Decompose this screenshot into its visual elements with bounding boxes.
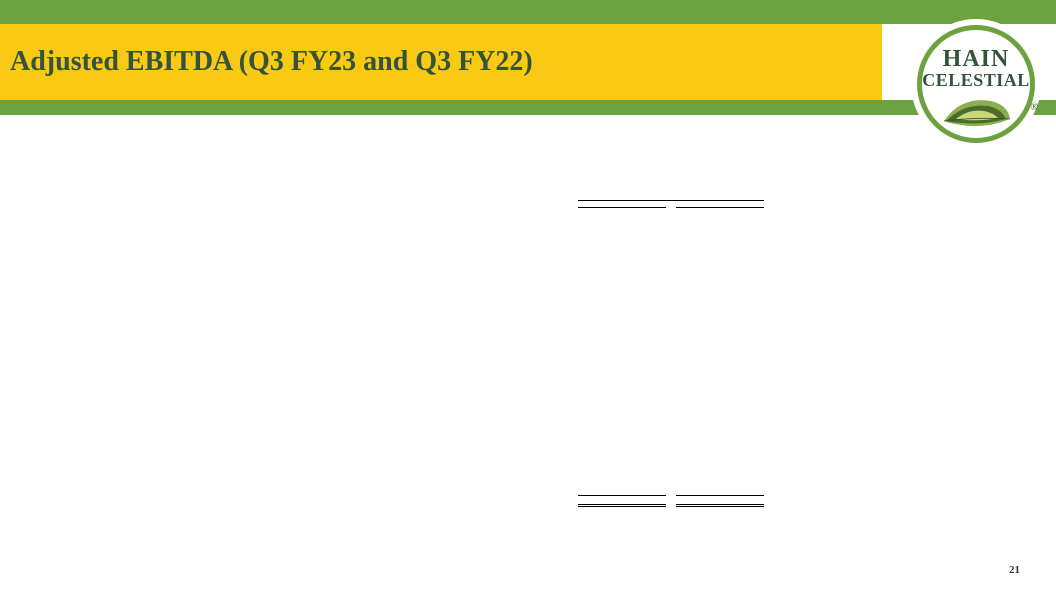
rule-line-double: [676, 504, 764, 507]
page-number: 21: [1009, 564, 1020, 576]
rule-row: [578, 207, 766, 208]
rule-line: [676, 207, 764, 208]
rule-row: [578, 495, 766, 496]
page-title: Adjusted EBITDA (Q3 FY23 and Q3 FY22): [10, 46, 533, 78]
logo-line1: HAIN: [911, 47, 1041, 71]
rule-line: [578, 495, 666, 496]
logo-text: HAIN CELESTIAL: [911, 47, 1041, 89]
table-header-rules-top: [578, 200, 766, 212]
rule-row-double: [578, 504, 766, 507]
leaf-icon: [936, 91, 1016, 131]
logo-background: HAIN CELESTIAL ®: [911, 19, 1041, 149]
rule-row: [578, 200, 766, 201]
rule-line: [578, 200, 764, 201]
rule-line: [676, 495, 764, 496]
table-footer-rules-bottom: [578, 495, 766, 511]
registered-mark: ®: [1030, 102, 1038, 113]
logo-line2: CELESTIAL: [911, 71, 1041, 89]
under-green-bar: [0, 100, 1056, 115]
rule-line-double: [578, 504, 666, 507]
company-logo: HAIN CELESTIAL ®: [911, 19, 1041, 149]
rule-line: [578, 207, 666, 208]
title-bar: Adjusted EBITDA (Q3 FY23 and Q3 FY22): [0, 24, 882, 100]
top-green-bar: [0, 0, 1056, 24]
